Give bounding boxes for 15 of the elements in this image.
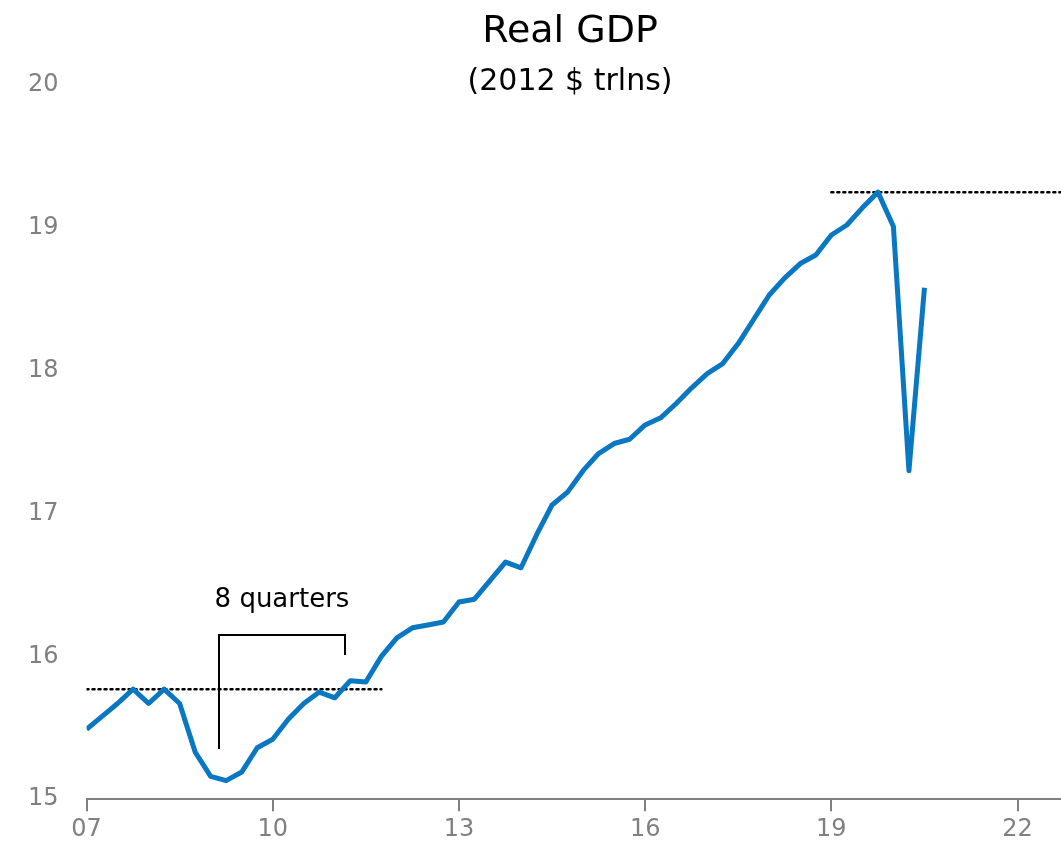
y-tick-label: 17 [27, 497, 59, 526]
annotation: 8 quarters [214, 582, 350, 613]
y-tick-label: 18 [27, 354, 59, 383]
chart-title: Real GDP [482, 6, 658, 51]
x-tick-label: 19 [816, 813, 847, 842]
y-tick-label: 19 [27, 212, 59, 241]
x-tick-label: 22 [1002, 813, 1033, 842]
x-tick-label: 13 [443, 813, 475, 842]
x-tick-label: 07 [71, 813, 102, 842]
x-tick-label: 10 [257, 813, 289, 842]
y-tick-label: 15 [27, 783, 59, 812]
y-tick-label: 16 [27, 640, 59, 669]
x-tick-label: 16 [629, 813, 661, 842]
chart-subtitle: (2012 $ trlns) [467, 61, 673, 97]
y-tick-label: 20 [27, 69, 59, 98]
